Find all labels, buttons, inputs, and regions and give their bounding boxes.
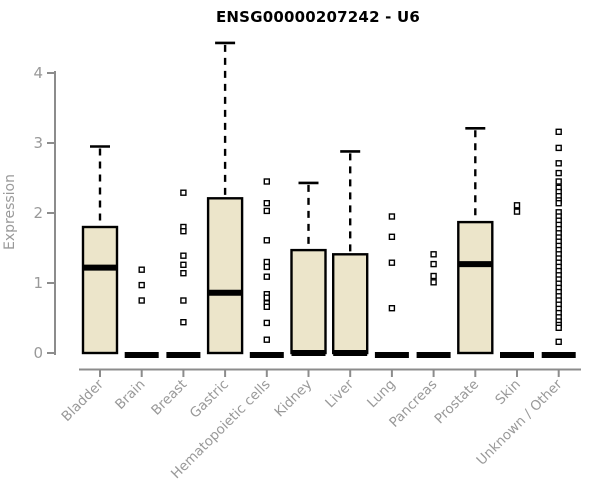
box-body — [290, 248, 327, 355]
outlier-point — [555, 128, 562, 136]
x-tick-label-breast: Breast — [148, 377, 190, 419]
outlier-point — [180, 270, 187, 277]
x-tick-label-prostate: Prostate — [431, 377, 482, 428]
outlier-point — [180, 297, 187, 304]
outlier-point — [430, 260, 437, 268]
outlier-point — [263, 319, 270, 327]
outlier-point — [388, 213, 396, 220]
y-tick-label: 4 — [33, 64, 43, 82]
outlier-point — [555, 178, 562, 185]
box-pancreas — [416, 251, 451, 358]
x-tick-label-kidney: Kidney — [271, 377, 315, 421]
box-brain — [124, 266, 159, 358]
collapsed-box — [416, 352, 451, 358]
box-skin — [500, 202, 534, 358]
outlier-point — [388, 233, 396, 241]
box-prostate — [457, 127, 494, 355]
outlier-point — [263, 336, 270, 343]
box-unknown-other — [541, 128, 576, 358]
outlier-point — [180, 189, 187, 196]
box-hematopoietic-cells — [249, 178, 284, 358]
x-tick-label-skin: Skin — [492, 377, 524, 409]
y-tick-label: 2 — [33, 204, 43, 222]
outlier-point — [513, 208, 521, 215]
box-body — [81, 225, 119, 355]
outlier-point — [263, 178, 270, 185]
box-body — [457, 220, 494, 355]
outlier-point — [555, 199, 562, 207]
collapsed-box — [249, 352, 284, 358]
y-tick-label: 1 — [33, 274, 43, 292]
outlier-point — [180, 227, 187, 235]
box-liver — [332, 150, 369, 356]
outlier-point — [388, 305, 396, 312]
y-axis-label: Expression — [2, 174, 18, 250]
box-body — [206, 197, 244, 355]
box-bladder — [81, 145, 119, 355]
outlier-point — [138, 266, 145, 273]
x-tick-label-lung: Lung — [364, 377, 399, 412]
outlier-point — [263, 237, 270, 244]
collapsed-box — [374, 352, 409, 358]
collapsed-box — [500, 352, 534, 358]
outlier-point — [263, 263, 270, 271]
outlier-point — [430, 272, 437, 280]
y-tick-label: 3 — [33, 134, 43, 152]
box-breast — [166, 189, 201, 358]
x-tick-label-bladder: Bladder — [59, 376, 108, 425]
x-tick-label-brain: Brain — [112, 377, 148, 413]
outlier-point — [388, 259, 396, 266]
box-body — [332, 253, 369, 355]
chart-title: ENSG00000207242 - U6 — [215, 8, 420, 26]
outlier-point — [555, 338, 562, 345]
outlier-point — [555, 160, 562, 167]
outlier-point — [180, 261, 187, 268]
collapsed-box — [541, 352, 576, 358]
collapsed-box — [166, 352, 201, 358]
outlier-point — [430, 251, 437, 258]
outlier-point — [263, 199, 270, 207]
outlier-point — [138, 297, 145, 304]
outlier-point — [430, 279, 437, 286]
y-axis: 0 1 2 3 4 Expression — [2, 64, 56, 362]
outlier-point — [555, 324, 562, 331]
box-gastric — [206, 41, 244, 355]
collapsed-box — [124, 352, 159, 358]
outlier-point — [180, 319, 187, 326]
outlier-point — [138, 281, 145, 289]
outlier-point — [263, 294, 270, 301]
outlier-point — [513, 202, 521, 209]
x-tick-label-liver: Liver — [322, 376, 357, 411]
outlier-point — [555, 169, 562, 177]
outlier-point — [263, 207, 270, 215]
y-tick-label: 0 — [33, 344, 43, 362]
box-lung — [374, 213, 409, 358]
outlier-point — [263, 273, 270, 280]
outlier-point — [555, 144, 562, 152]
box-kidney — [290, 181, 327, 356]
outlier-point — [180, 252, 187, 259]
outlier-point — [263, 303, 270, 310]
